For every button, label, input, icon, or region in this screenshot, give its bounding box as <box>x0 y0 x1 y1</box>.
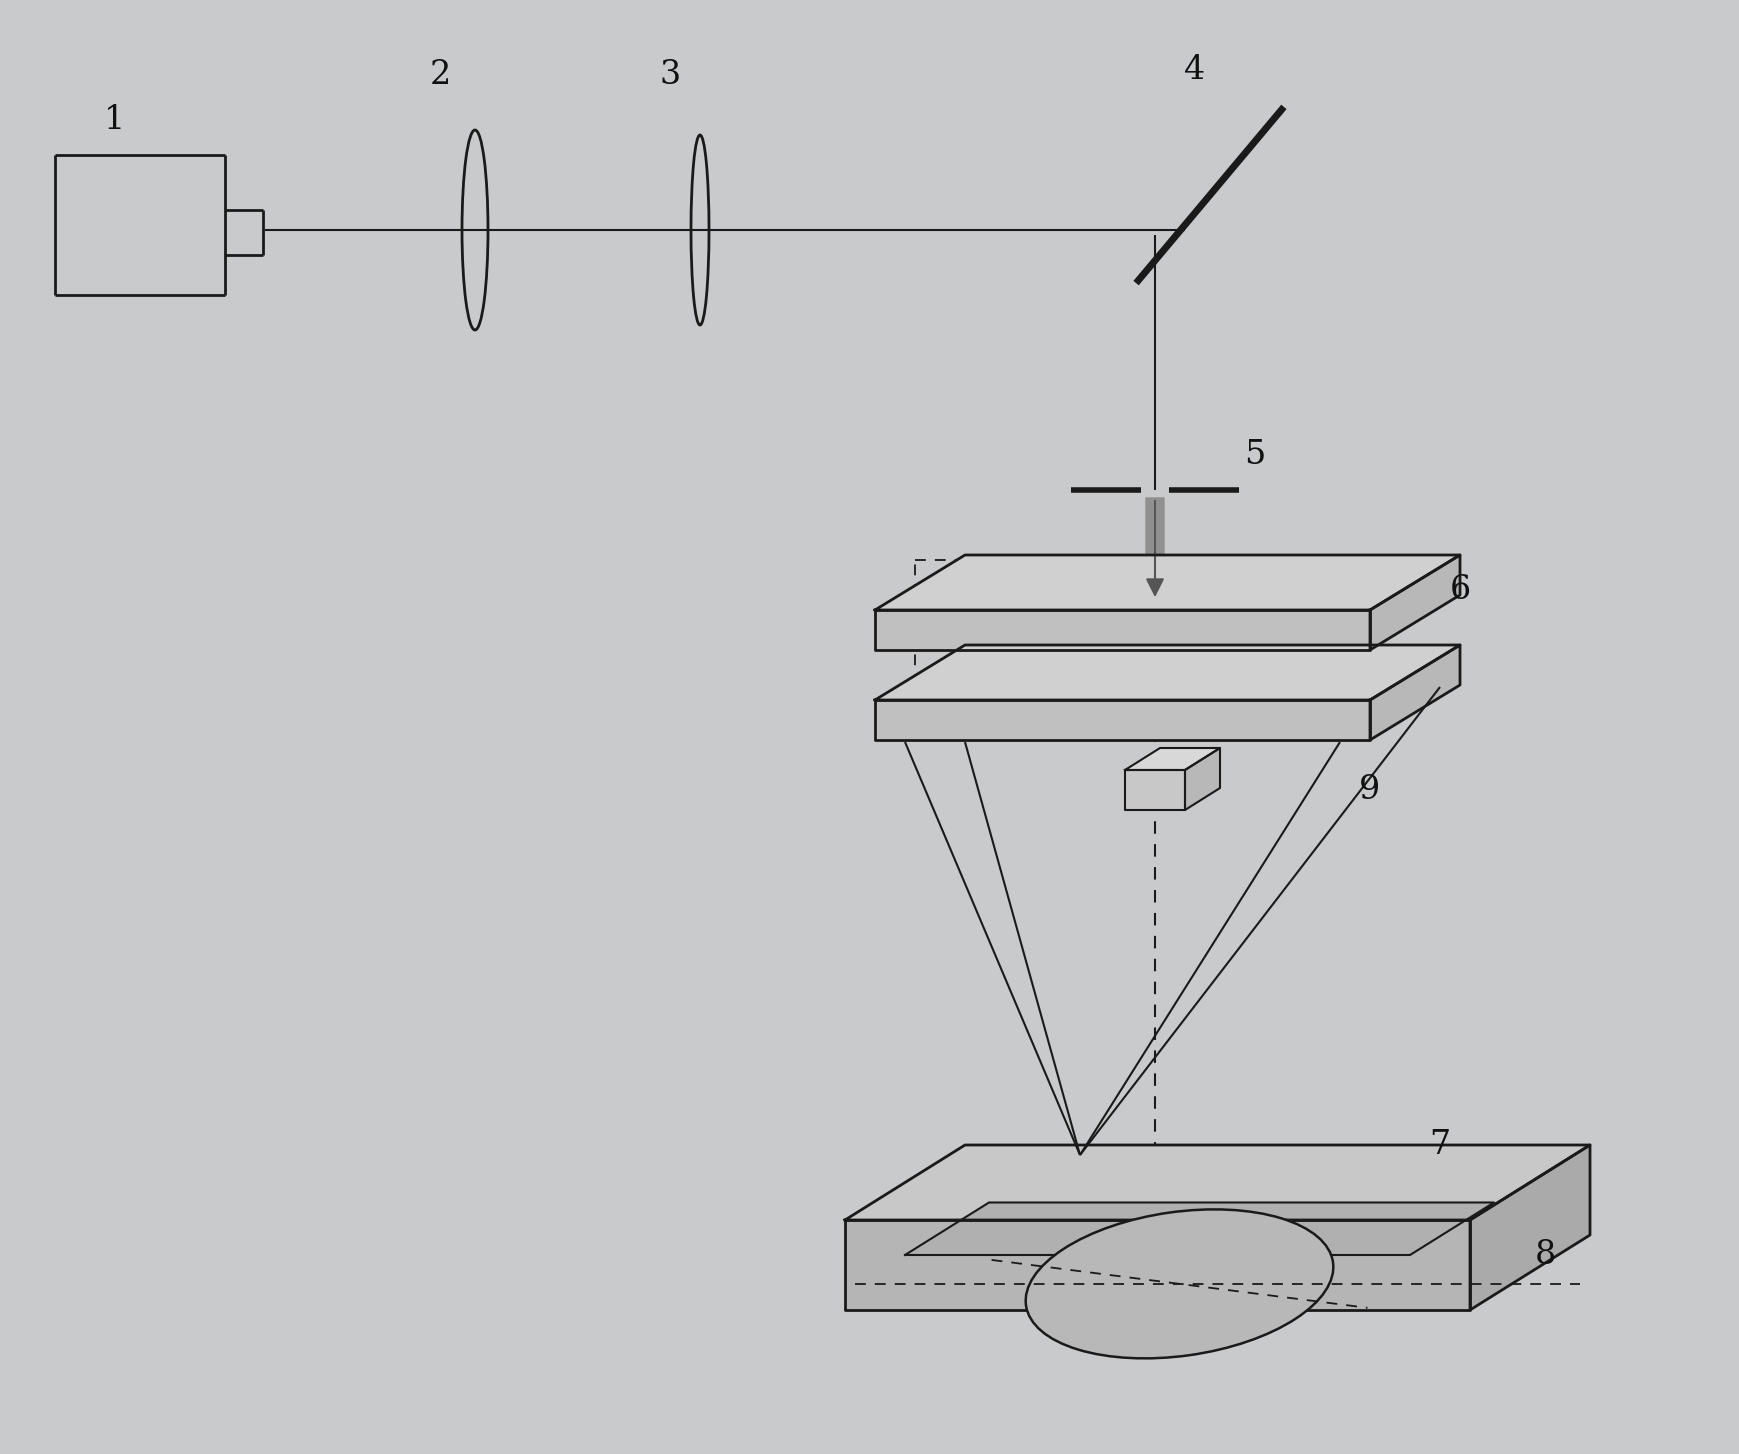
Polygon shape <box>1369 646 1459 740</box>
Polygon shape <box>1369 555 1459 650</box>
Text: 6: 6 <box>1449 574 1469 606</box>
Text: 5: 5 <box>1243 439 1264 471</box>
Ellipse shape <box>1024 1210 1332 1358</box>
Polygon shape <box>845 1220 1469 1310</box>
Polygon shape <box>1469 1144 1589 1310</box>
Polygon shape <box>875 555 1459 611</box>
Polygon shape <box>1125 771 1184 810</box>
FancyArrow shape <box>1136 499 1174 601</box>
Polygon shape <box>875 646 1459 699</box>
Text: 8: 8 <box>1534 1239 1555 1271</box>
Polygon shape <box>875 611 1369 650</box>
Text: 4: 4 <box>1184 54 1205 86</box>
Text: 2: 2 <box>430 60 450 92</box>
Polygon shape <box>1184 747 1219 810</box>
Text: 7: 7 <box>1429 1128 1450 1160</box>
Text: 9: 9 <box>1358 774 1379 806</box>
Polygon shape <box>875 699 1369 740</box>
Polygon shape <box>845 1144 1589 1220</box>
Text: 1: 1 <box>104 105 125 137</box>
Polygon shape <box>1125 747 1219 771</box>
Text: 3: 3 <box>659 60 680 92</box>
Polygon shape <box>904 1202 1494 1255</box>
